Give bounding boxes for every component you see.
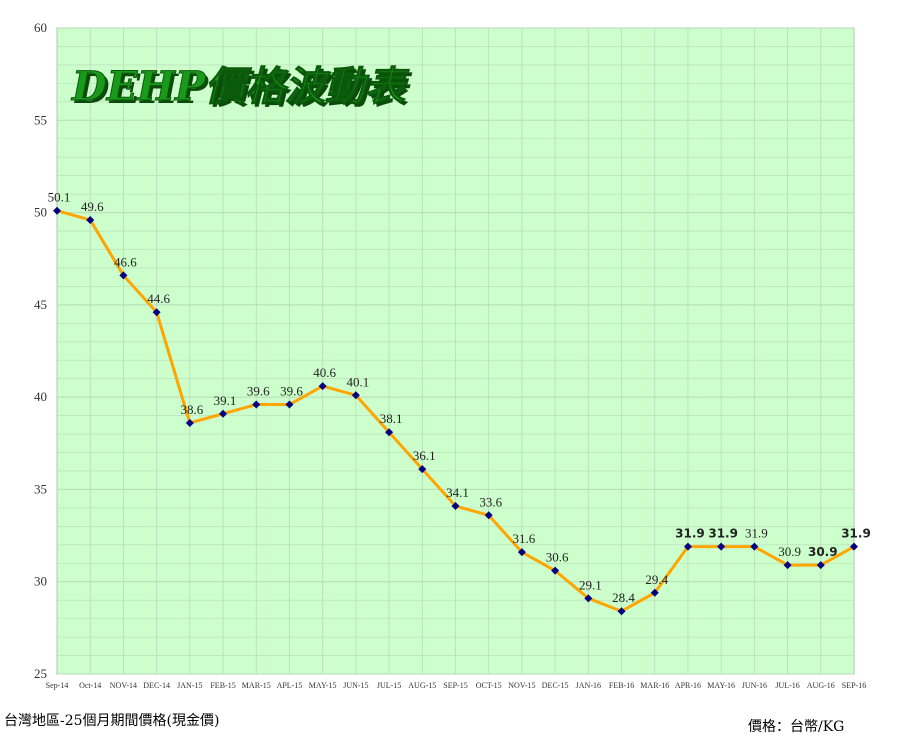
data-label: 39.6	[247, 384, 270, 399]
footer-note: 台灣地區-25個月期間價格(現金價)	[4, 713, 220, 729]
x-tick-label: AUG-16	[807, 681, 835, 690]
y-axis-ticks: 25 30 35 40 45 50 55 60	[34, 20, 47, 681]
data-label: 40.6	[313, 365, 336, 380]
x-tick-label: JUN-16	[742, 681, 767, 690]
x-tick-label: DEC-15	[542, 681, 569, 690]
data-point	[484, 511, 493, 520]
data-label: 39.1	[214, 393, 237, 408]
x-tick-label: OCT-15	[476, 681, 502, 690]
data-label: 31.9	[745, 526, 768, 541]
x-tick-label: JUL-16	[775, 681, 799, 690]
data-point	[717, 542, 726, 551]
x-tick-label: AUG-15	[408, 681, 436, 690]
data-point	[850, 542, 858, 551]
data-point	[451, 502, 460, 511]
x-tick-label: FEB-15	[210, 681, 235, 690]
x-tick-label: JUN-15	[343, 681, 368, 690]
data-point	[351, 391, 360, 400]
x-tick-label: FEB-16	[609, 681, 634, 690]
data-point	[551, 566, 560, 575]
x-tick-label: JUL-15	[377, 681, 401, 690]
data-point	[783, 561, 792, 570]
x-tick-label: MAY-15	[309, 681, 337, 690]
data-point	[219, 409, 228, 418]
x-tick-label: NOV-14	[110, 681, 137, 690]
y-tick-label: 35	[34, 481, 47, 496]
data-label: 33.6	[479, 494, 502, 509]
x-tick-label: SEP-15	[443, 681, 467, 690]
data-label: 46.6	[114, 254, 137, 269]
data-label: 31.9	[675, 527, 705, 541]
data-label: 30.9	[808, 545, 838, 559]
data-point	[816, 561, 825, 570]
x-tick-label: Oct-14	[79, 681, 101, 690]
y-tick-label: 25	[34, 666, 47, 681]
chart-title: DEHP價格波動表 DEHP價格波動表	[71, 63, 414, 114]
data-point	[750, 542, 759, 551]
x-tick-label: Sep-14	[46, 681, 69, 690]
data-point	[318, 382, 327, 391]
data-label: 29.1	[579, 577, 602, 592]
chart-title-shadow: DEHP價格波動表	[74, 66, 413, 113]
x-tick-label: JAN-15	[177, 681, 202, 690]
data-point	[517, 548, 526, 557]
data-label: 44.6	[147, 291, 170, 306]
x-tick-label: NOV-15	[508, 681, 535, 690]
data-label: 31.6	[513, 531, 536, 546]
x-tick-label: APL-15	[277, 681, 303, 690]
series-markers	[53, 206, 858, 616]
data-label: 30.6	[546, 550, 569, 565]
x-tick-label: SEP-16	[842, 681, 866, 690]
data-point	[185, 418, 194, 427]
data-label: 40.1	[347, 374, 370, 389]
y-tick-label: 40	[34, 389, 47, 404]
data-point	[584, 594, 593, 603]
data-label: 39.6	[280, 384, 303, 399]
data-label: 34.1	[446, 485, 469, 500]
data-label: 38.1	[380, 411, 403, 426]
data-point	[152, 308, 161, 317]
data-point	[683, 542, 692, 551]
x-tick-label: APR-16	[675, 681, 701, 690]
data-label: 31.9	[708, 527, 738, 541]
data-label: 50.1	[48, 190, 71, 205]
x-tick-label: MAR-15	[242, 681, 271, 690]
data-point	[418, 465, 427, 474]
y-tick-label: 50	[34, 205, 47, 220]
y-tick-label: 45	[34, 297, 47, 312]
data-point	[285, 400, 294, 409]
data-point	[53, 206, 61, 215]
chart-title-text: DEHP價格波動表	[71, 63, 410, 110]
data-point	[119, 271, 128, 280]
x-tick-label: MAY-16	[707, 681, 735, 690]
data-label: 28.4	[612, 590, 635, 605]
unit-note: 價格：台幣/KG	[748, 719, 845, 735]
data-label: 36.1	[413, 448, 436, 463]
data-label: 49.6	[81, 199, 104, 214]
data-label: 31.9	[841, 527, 871, 541]
data-point	[86, 215, 95, 224]
y-tick-label: 60	[34, 20, 47, 35]
y-tick-label: 30	[34, 574, 47, 589]
data-point	[252, 400, 261, 409]
data-label: 38.6	[180, 402, 203, 417]
y-tick-label: 55	[34, 112, 47, 127]
data-point	[617, 607, 626, 616]
data-point	[650, 588, 659, 597]
x-axis-ticks: Sep-14 Oct-14 NOV-14 DEC-14 JAN-15 FEB-15 MAR-…	[46, 681, 867, 690]
x-tick-label: JAN-16	[576, 681, 601, 690]
data-labels: 50.1 49.6 46.6 44.6 38.6 39.1 39.6 39.6 40.6 40.1…	[48, 190, 871, 606]
x-tick-label: DEC-14	[143, 681, 170, 690]
x-tick-label: MAR-16	[640, 681, 669, 690]
data-label: 29.4	[645, 572, 668, 587]
data-label: 30.9	[778, 544, 801, 559]
data-point	[385, 428, 394, 437]
